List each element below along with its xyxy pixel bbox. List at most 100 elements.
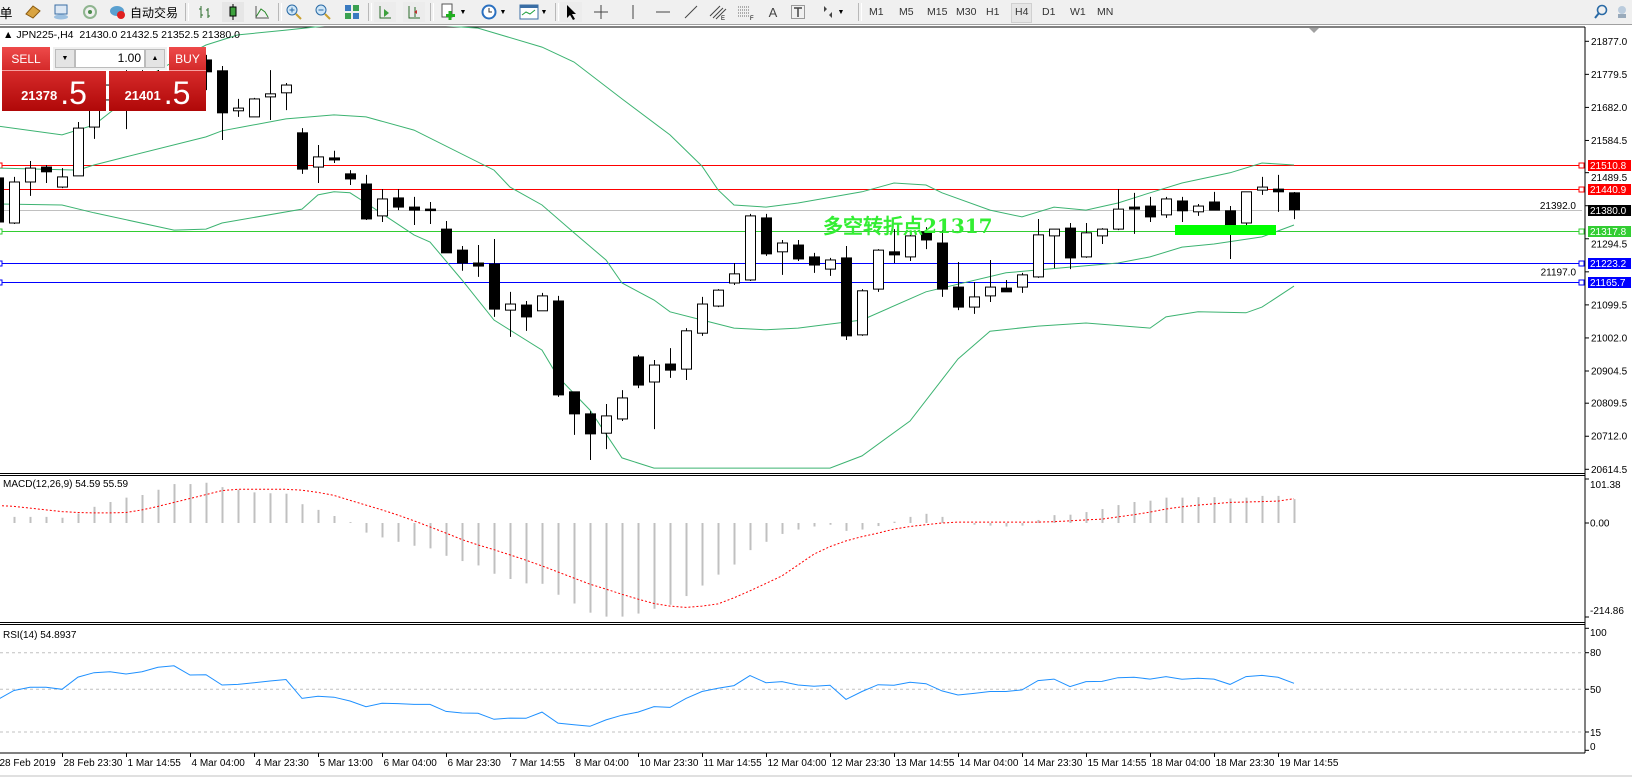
candle[interactable]: [25, 160, 36, 196]
candle[interactable]: [1273, 174, 1284, 212]
candle[interactable]: [729, 263, 740, 286]
templates-button[interactable]: ▼: [516, 2, 550, 22]
candle[interactable]: [489, 238, 500, 317]
candle[interactable]: [233, 98, 244, 117]
candle[interactable]: [697, 296, 708, 336]
bar-chart-icon[interactable]: [194, 2, 216, 22]
level-handle-icon[interactable]: [0, 162, 3, 169]
candle[interactable]: [793, 239, 804, 261]
candle[interactable]: [297, 128, 308, 174]
candle[interactable]: [1161, 196, 1172, 218]
timeframe-m30-button[interactable]: M30: [956, 6, 977, 18]
zoom-in-icon[interactable]: [283, 2, 305, 22]
chart-shift-marker-icon[interactable]: [1309, 28, 1319, 33]
candle[interactable]: [73, 121, 84, 177]
line-chart-icon[interactable]: [251, 2, 273, 22]
arrows-button[interactable]: ▼: [812, 2, 852, 22]
candle[interactable]: [1097, 228, 1108, 245]
tile-windows-icon[interactable]: [341, 2, 363, 22]
level-handle-icon[interactable]: [1578, 279, 1585, 286]
candle[interactable]: [841, 246, 852, 340]
candle[interactable]: [825, 257, 836, 276]
community-icon[interactable]: [1614, 2, 1630, 22]
candle[interactable]: [1145, 196, 1156, 222]
search-icon[interactable]: [1592, 2, 1610, 22]
candle[interactable]: [473, 245, 484, 277]
candle[interactable]: [41, 165, 52, 184]
timeframe-m15-button[interactable]: M15: [927, 6, 948, 18]
candle[interactable]: [1129, 192, 1140, 234]
annotation-rectangle[interactable]: [1175, 225, 1276, 235]
candle[interactable]: [1289, 191, 1300, 220]
candle[interactable]: [665, 348, 676, 378]
level-handle-icon[interactable]: [1578, 186, 1585, 193]
toolbar-cut-label[interactable]: 单: [0, 5, 13, 21]
sell-price-button[interactable]: 21378.5: [2, 71, 106, 111]
candle[interactable]: [585, 411, 596, 460]
level-handle-icon[interactable]: [1578, 228, 1585, 235]
candle[interactable]: [649, 359, 660, 430]
equidistant-channel-icon[interactable]: E: [707, 2, 729, 22]
candle[interactable]: [345, 170, 356, 186]
candle[interactable]: [217, 66, 228, 140]
timeframe-mn-button[interactable]: MN: [1097, 6, 1114, 18]
candle[interactable]: [393, 189, 404, 211]
candle[interactable]: [777, 239, 788, 275]
timeframe-m1-button[interactable]: M1: [869, 6, 884, 18]
vertical-line-icon[interactable]: [622, 2, 644, 22]
candle[interactable]: [905, 232, 916, 261]
candle[interactable]: [9, 176, 20, 225]
lot-decrease-button[interactable]: ▼: [55, 49, 75, 68]
text-label-icon[interactable]: [787, 2, 809, 22]
candle[interactable]: [265, 70, 276, 120]
timeframe-m5-button[interactable]: M5: [899, 6, 914, 18]
candle[interactable]: [313, 145, 324, 184]
candle[interactable]: [521, 300, 532, 331]
candle[interactable]: [1033, 218, 1044, 278]
candle[interactable]: [889, 229, 900, 264]
lot-size-input[interactable]: 1.00: [75, 49, 145, 68]
cursor-icon[interactable]: [560, 2, 582, 22]
candle[interactable]: [969, 281, 980, 314]
timeframe-h1-button[interactable]: H1: [986, 6, 1000, 18]
candle[interactable]: [441, 220, 452, 254]
fibonacci-icon[interactable]: F: [735, 2, 757, 22]
candle[interactable]: [1193, 204, 1204, 216]
candle[interactable]: [569, 391, 580, 435]
collapse-triangle-icon[interactable]: ▲: [3, 29, 17, 41]
buy-button[interactable]: BUY: [169, 47, 206, 71]
candle[interactable]: [425, 201, 436, 225]
candle[interactable]: [1081, 223, 1092, 258]
candle[interactable]: [617, 390, 628, 421]
candle[interactable]: [457, 246, 468, 271]
horizontal-line-icon[interactable]: [652, 2, 674, 22]
navigator-book-icon[interactable]: [22, 2, 44, 22]
candle[interactable]: [713, 289, 724, 308]
candle[interactable]: [281, 82, 292, 111]
timeframe-h4-button[interactable]: H4: [1011, 3, 1033, 23]
candle[interactable]: [1209, 191, 1220, 211]
level-handle-icon[interactable]: [1578, 260, 1585, 267]
candle[interactable]: [329, 150, 340, 164]
crosshair-icon[interactable]: [590, 2, 612, 22]
candle[interactable]: [1113, 189, 1124, 231]
candle[interactable]: [1017, 272, 1028, 293]
auto-scroll-icon[interactable]: [374, 2, 396, 22]
candle[interactable]: [953, 261, 964, 311]
candle[interactable]: [681, 328, 692, 380]
candle[interactable]: [633, 354, 644, 389]
candle[interactable]: [377, 189, 388, 222]
candle[interactable]: [1177, 196, 1188, 222]
level-handle-icon[interactable]: [0, 279, 3, 286]
candle[interactable]: [809, 252, 820, 273]
candle[interactable]: [553, 295, 564, 397]
chart-annotation-text[interactable]: 多空转折点21317: [823, 214, 993, 238]
candle[interactable]: [57, 168, 68, 189]
candle[interactable]: [537, 292, 548, 312]
level-handle-icon[interactable]: [0, 260, 3, 267]
candle[interactable]: [1257, 176, 1268, 195]
candle[interactable]: [745, 213, 756, 281]
candle[interactable]: [873, 249, 884, 292]
candle[interactable]: [985, 259, 996, 302]
